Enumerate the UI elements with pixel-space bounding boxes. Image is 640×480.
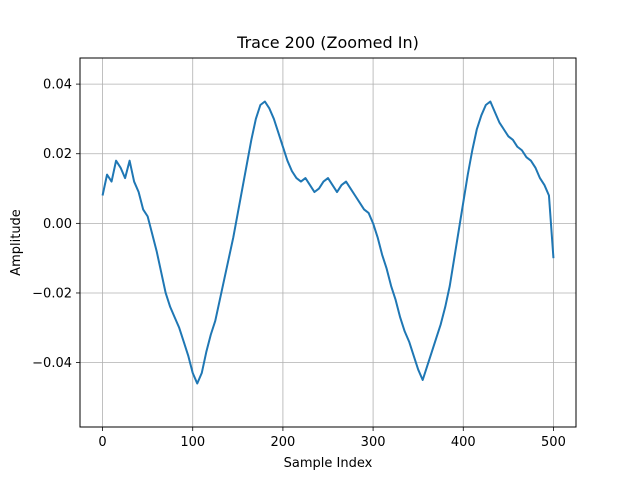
x-tick-label: 200	[270, 435, 295, 450]
x-tick-label: 400	[451, 435, 476, 450]
grid-lines	[80, 58, 576, 427]
y-axis-label: Amplitude	[9, 209, 24, 276]
y-tick-label: −0.02	[32, 286, 72, 301]
x-tick-label: 100	[180, 435, 205, 450]
plot-area	[101, 100, 555, 385]
x-tick-label: 0	[98, 435, 106, 450]
axes-frame	[79, 57, 577, 428]
y-tick-label: −0.04	[32, 356, 72, 371]
y-tick-label: 0.00	[43, 217, 72, 232]
series-line	[101, 100, 555, 385]
x-tick-label: 300	[361, 435, 386, 450]
y-tick-label: 0.02	[43, 147, 72, 162]
x-tick-label: 500	[541, 435, 566, 450]
axis-ticks: 0 100 200 300 400 500 −0.04 −0.02 0.00 0.02 0.04	[32, 78, 566, 450]
y-tick-label: 0.04	[43, 78, 72, 93]
x-axis-label: Sample Index	[284, 456, 373, 471]
chart-title: Trace 200 (Zoomed In)	[236, 33, 419, 52]
